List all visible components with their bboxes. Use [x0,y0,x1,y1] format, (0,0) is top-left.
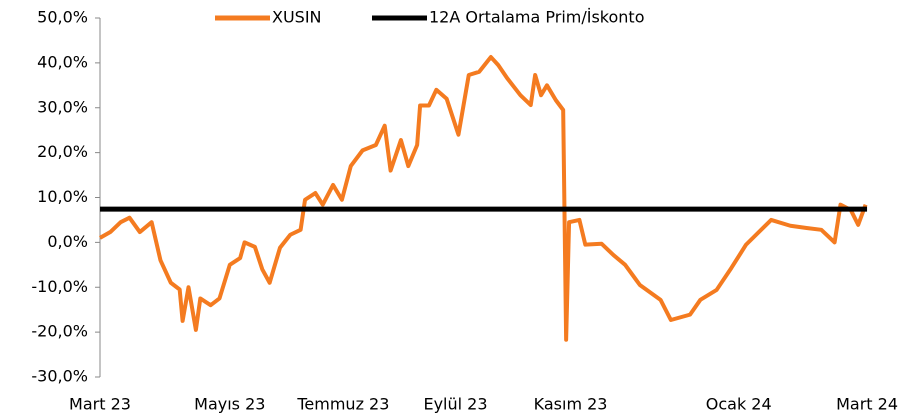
legend-label: 12A Ortalama Prim/İskonto [429,8,644,27]
y-tick-label: 20,0% [37,142,88,161]
x-tick-label: Mart 23 [69,395,131,414]
y-tick-label: -20,0% [31,322,88,341]
y-tick-label: 10,0% [37,187,88,206]
x-tick-label: Mart 24 [836,395,898,414]
y-tick-label: 40,0% [37,52,88,71]
x-tick-label: Ocak 24 [706,395,772,414]
y-tick-label: 50,0% [37,8,88,27]
legend-label: XUSIN [272,8,322,27]
y-tick-label: -30,0% [31,367,88,386]
y-tick-label: 30,0% [37,97,88,116]
line-series [99,55,868,342]
y-tick-label: 0,0% [47,232,88,251]
x-tick-label: Temmuz 23 [296,395,389,414]
y-tick-label: -10,0% [31,277,88,296]
x-tick-label: Kasım 23 [534,395,608,414]
x-tick-label: Mayıs 23 [194,395,265,414]
x-tick-label: Eylül 23 [423,395,487,414]
